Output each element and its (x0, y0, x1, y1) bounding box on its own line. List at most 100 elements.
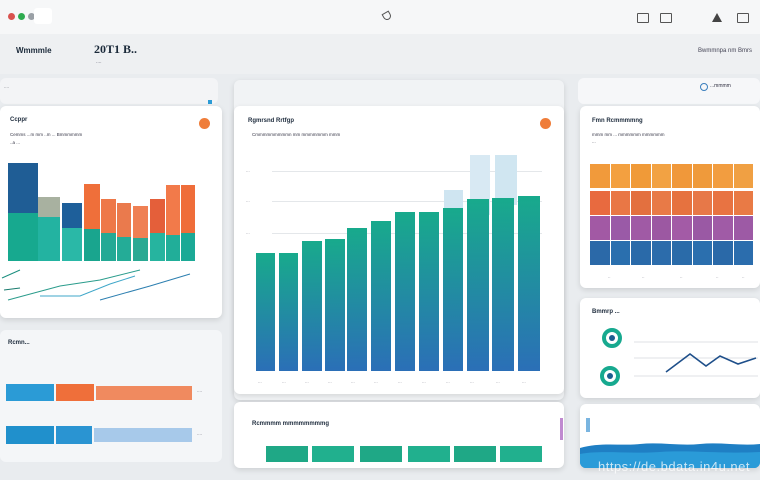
center-card-menu-dot[interactable] (540, 118, 551, 129)
phone-icon[interactable] (381, 10, 393, 22)
left-top-card: Ccppr Cemms ...m mm ..m ... Bmmmmmm ..a … (0, 106, 222, 318)
bar (395, 212, 415, 371)
donut (600, 366, 620, 386)
x-tick: ... (422, 379, 426, 384)
center-card: Rgmrsnd Rrtfgp Cmmmmmmmmmn mm mmmmmmm mm… (234, 106, 564, 394)
copy-icon[interactable] (660, 13, 672, 23)
bar (150, 199, 165, 233)
right-mid-card: Bmmrp ... (580, 298, 760, 398)
bar (302, 241, 322, 371)
heatmap-cell (610, 164, 630, 188)
x-tick: ... (374, 379, 378, 384)
heatmap-cell (610, 191, 630, 215)
bar (8, 163, 38, 213)
left-bottom-card: Rcmn... .... .... (0, 330, 222, 462)
bar (500, 446, 542, 462)
window-icon[interactable] (637, 13, 649, 23)
bar (62, 228, 82, 261)
trend-line (7, 269, 141, 301)
x-tick: ... (398, 379, 402, 384)
x-tick: ... (305, 379, 309, 384)
heatmap-cell (610, 216, 630, 240)
hbar (56, 426, 92, 444)
heatmap-cell (590, 191, 610, 215)
left-top-card-menu-dot[interactable] (199, 118, 210, 129)
heatmap-cell (651, 164, 671, 188)
warning-icon[interactable] (712, 13, 722, 22)
right-bottom-card (580, 404, 760, 468)
heatmap-cell (692, 216, 712, 240)
heatmap-cell (692, 164, 712, 188)
center-card-title: Rgmrsnd Rrtfgp (248, 118, 294, 124)
hbar (6, 384, 54, 401)
bar (371, 221, 391, 371)
hbar (94, 428, 192, 442)
left-top-card-title: Ccppr (10, 117, 28, 123)
bar (62, 203, 82, 228)
series-line (665, 353, 757, 373)
trend-line (99, 273, 191, 301)
right-search-bar[interactable]: ...mmmm (578, 78, 760, 104)
left-top-card-subtitle: Cemms ...m mm ..m ... Bmmmmmm (10, 132, 83, 137)
bar (166, 185, 180, 235)
bar (181, 185, 195, 233)
heatmap-cell (651, 191, 671, 215)
top-bar (0, 0, 760, 35)
heatmap-cell (590, 164, 610, 188)
y-tick: ... (246, 198, 250, 203)
bar (150, 233, 165, 261)
heatmap-cell (590, 241, 610, 265)
x-tick: ... (522, 379, 526, 384)
search-icon[interactable] (700, 83, 708, 91)
trend-lines (1, 269, 191, 301)
heatmap-cell (631, 164, 651, 188)
center-card-subtitle: Cmmmmmmmmmn mm mmmmmmm mmm (252, 132, 341, 137)
bar (312, 446, 354, 462)
donut-center (609, 335, 615, 341)
x-tick: ... (496, 379, 500, 384)
heatmap-cell (672, 164, 692, 188)
tab-button[interactable] (34, 8, 52, 24)
heatmap-cell (692, 241, 712, 265)
hbar (6, 426, 54, 444)
x-tick: .. (608, 274, 611, 279)
left-nav-strip: .... (0, 78, 218, 104)
right-top-card-title: Fmn Rcmmmmng (592, 118, 643, 124)
right-top-card: Fmn Rcmmmmng mmm mm ... mmmmmm mmmmmm ..… (580, 106, 760, 288)
line-chart (600, 328, 758, 386)
app-title: Wmmmle (16, 46, 52, 55)
tab-dot[interactable] (28, 13, 35, 20)
header-right-text: Bwmmnpa nm Bmrs (697, 48, 752, 54)
bar (279, 253, 298, 371)
bar (266, 446, 308, 462)
close-window-dot[interactable] (8, 13, 15, 20)
left-bottom-card-title: Rcmn... (8, 340, 30, 346)
close-icon[interactable] (737, 13, 749, 23)
heatmap-cell (631, 241, 651, 265)
bar (360, 446, 402, 462)
heatmap-cell (672, 191, 692, 215)
center-bottom-card-title: Rcmmmm mmmmmmmmg (252, 421, 330, 427)
trend-line (3, 287, 21, 291)
left-top-card-subtitle2: ..a ... (10, 140, 21, 145)
bar (325, 239, 345, 371)
x-tick: .. (716, 274, 719, 279)
x-tick: .. (680, 274, 683, 279)
x-tick: .. (742, 274, 745, 279)
scroll-marker (560, 418, 563, 440)
page-header: Wmmmle 20T1 B.. .... Bwmmnpa nm Bmrs (0, 34, 760, 74)
donut (602, 328, 622, 348)
hbar-label: .... (197, 431, 203, 436)
heatmap-cell (631, 191, 651, 215)
x-tick: ... (470, 379, 474, 384)
x-tick: ... (446, 379, 450, 384)
bar (84, 184, 100, 229)
maximize-window-dot[interactable] (18, 13, 25, 20)
x-tick: ... (351, 379, 355, 384)
heatmap-cell (713, 191, 733, 215)
bar (256, 253, 275, 371)
area-chart (580, 443, 760, 468)
heatmap-cell (733, 241, 753, 265)
heatmap-cell (692, 191, 712, 215)
x-tick: ... (258, 379, 262, 384)
